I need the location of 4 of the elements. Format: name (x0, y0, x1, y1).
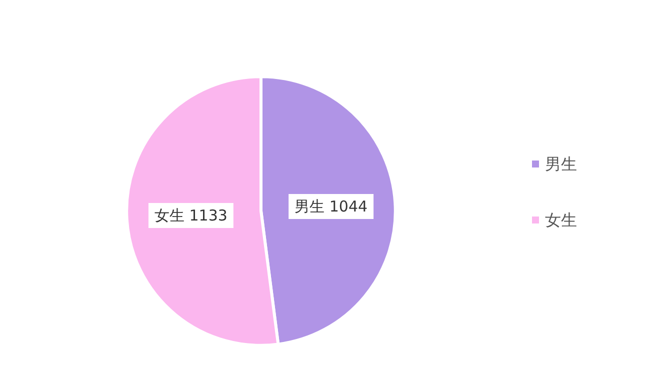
data-label: 男生 1044 (294, 197, 368, 216)
legend-label: 男生 (545, 154, 577, 174)
data-label: 女生 1133 (154, 206, 228, 225)
legend-label: 女生 (545, 210, 577, 230)
